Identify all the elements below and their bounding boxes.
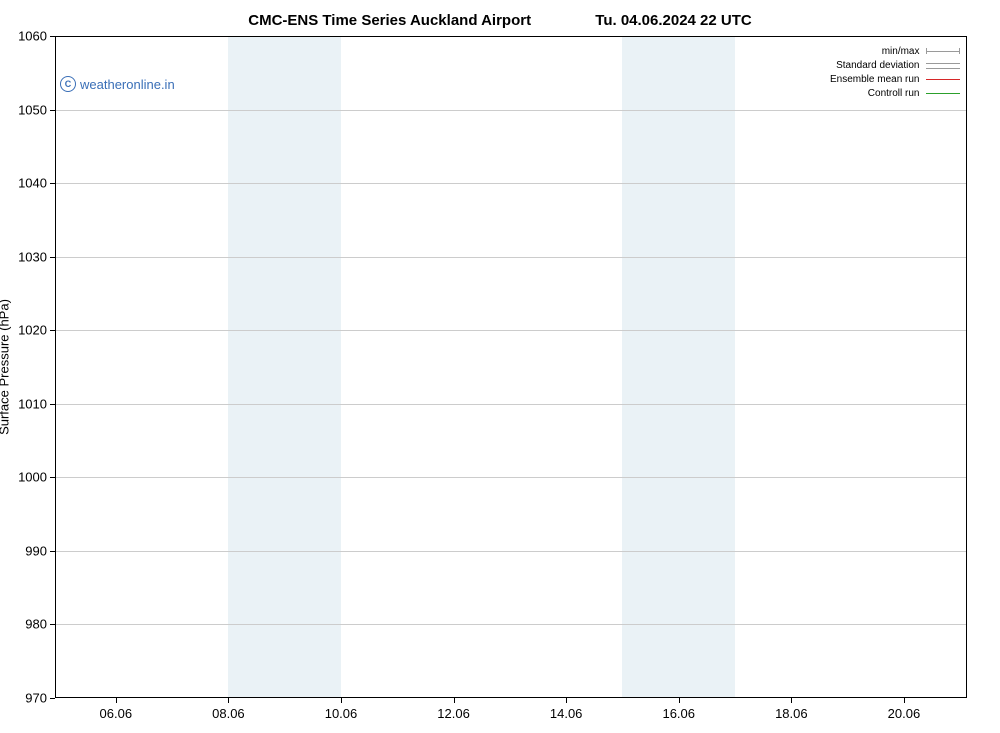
legend: min/max Standard deviation Ensemble mean r… bbox=[830, 44, 960, 100]
legend-label: min/max bbox=[882, 46, 926, 57]
x-tick-label: 12.06 bbox=[437, 698, 470, 721]
y-tick-label: 1060 bbox=[18, 29, 55, 44]
gridline-horizontal bbox=[55, 110, 967, 111]
gridline-horizontal bbox=[55, 624, 967, 625]
y-tick-label: 1050 bbox=[18, 102, 55, 117]
y-axis-label: Surface Pressure (hPa) bbox=[0, 299, 12, 435]
y-tick-label: 1000 bbox=[18, 470, 55, 485]
watermark: C weatheronline.in bbox=[60, 76, 175, 92]
x-tick-label: 10.06 bbox=[325, 698, 358, 721]
y-tick-label: 1010 bbox=[18, 396, 55, 411]
y-tick-label: 1040 bbox=[18, 176, 55, 191]
gridline-horizontal bbox=[55, 257, 967, 258]
chart-title: CMC-ENS Time Series Auckland Airport Tu.… bbox=[0, 12, 1000, 29]
x-tick-label: 08.06 bbox=[212, 698, 245, 721]
legend-label: Standard deviation bbox=[836, 60, 925, 71]
x-tick-label: 20.06 bbox=[888, 698, 921, 721]
copyright-icon: C bbox=[60, 76, 76, 92]
y-tick-label: 1020 bbox=[18, 323, 55, 338]
gridline-horizontal bbox=[55, 551, 967, 552]
y-tick-label: 970 bbox=[25, 691, 55, 706]
x-tick-label: 06.06 bbox=[100, 698, 133, 721]
legend-swatch bbox=[926, 60, 960, 70]
legend-label: Ensemble mean run bbox=[830, 74, 926, 85]
chart-title-right: Tu. 04.06.2024 22 UTC bbox=[595, 12, 751, 29]
x-tick-label: 14.06 bbox=[550, 698, 583, 721]
weekend-band bbox=[228, 36, 341, 698]
x-tick-label: 18.06 bbox=[775, 698, 808, 721]
legend-swatch bbox=[926, 88, 960, 98]
legend-item: Ensemble mean run bbox=[830, 72, 960, 86]
weekend-band bbox=[622, 36, 735, 698]
legend-swatch bbox=[926, 74, 960, 84]
y-tick-label: 1030 bbox=[18, 249, 55, 264]
x-tick-label: 16.06 bbox=[662, 698, 695, 721]
legend-item: min/max bbox=[830, 44, 960, 58]
legend-swatch bbox=[926, 46, 960, 56]
plot-area: 970980990100010101020103010401050106006.… bbox=[55, 36, 967, 698]
y-tick-label: 980 bbox=[25, 617, 55, 632]
gridline-horizontal bbox=[55, 477, 967, 478]
legend-item: Standard deviation bbox=[830, 58, 960, 72]
legend-label: Controll run bbox=[868, 88, 926, 99]
gridline-horizontal bbox=[55, 330, 967, 331]
gridline-horizontal bbox=[55, 404, 967, 405]
chart-title-left: CMC-ENS Time Series Auckland Airport bbox=[248, 12, 531, 29]
y-tick-label: 990 bbox=[25, 543, 55, 558]
legend-item: Controll run bbox=[830, 86, 960, 100]
watermark-text: weatheronline.in bbox=[80, 77, 175, 92]
gridline-horizontal bbox=[55, 183, 967, 184]
